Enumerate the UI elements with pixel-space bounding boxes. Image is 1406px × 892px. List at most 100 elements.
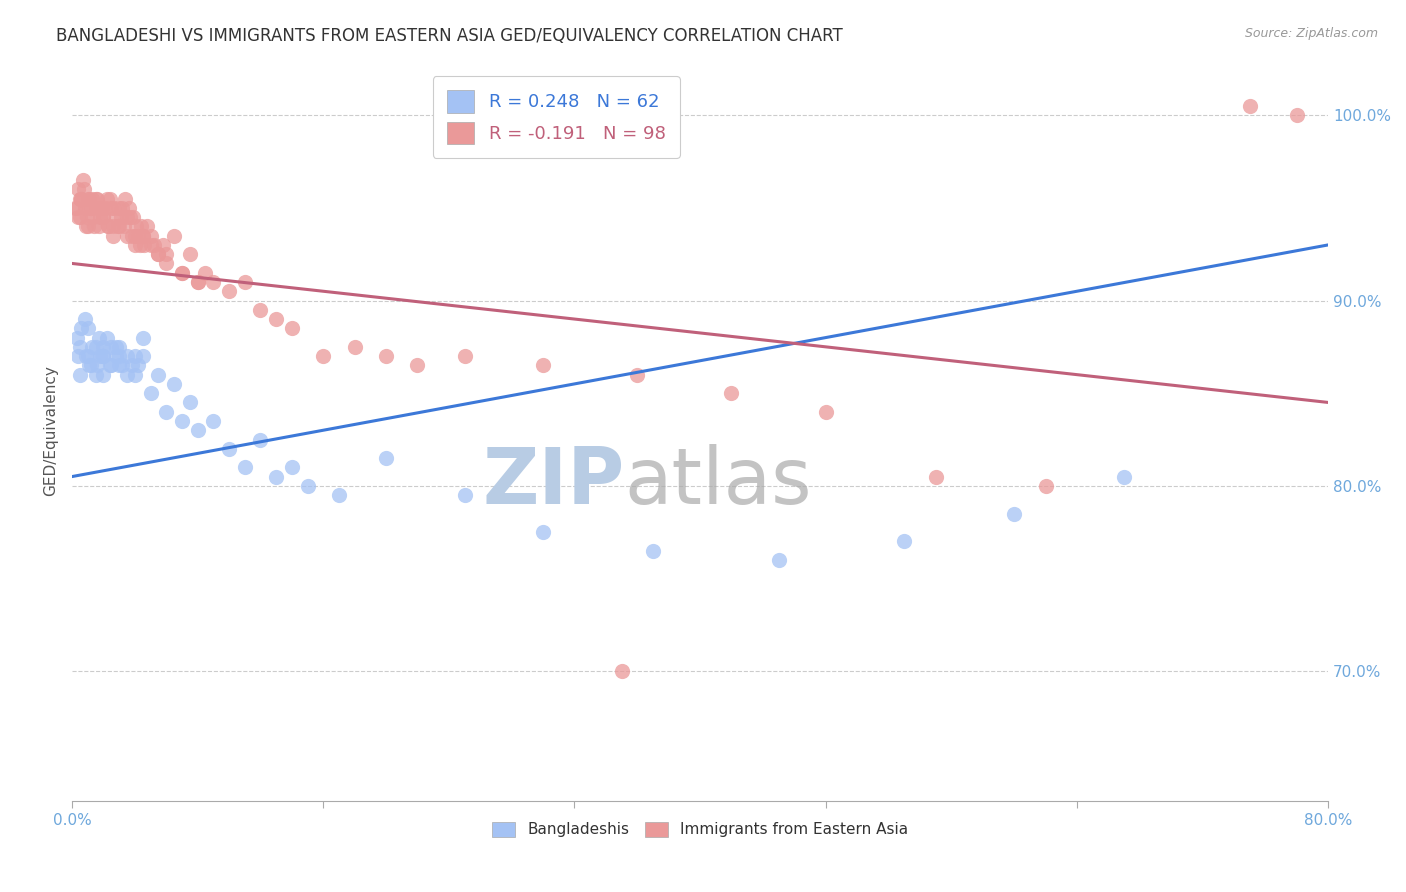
Text: BANGLADESHI VS IMMIGRANTS FROM EASTERN ASIA GED/EQUIVALENCY CORRELATION CHART: BANGLADESHI VS IMMIGRANTS FROM EASTERN A… [56, 27, 844, 45]
Point [139, 386, 162, 401]
Point [1002, 507, 1025, 521]
Point [121, 228, 143, 243]
Point [233, 275, 256, 289]
Point [80, 359, 103, 373]
Point [104, 340, 127, 354]
Point [187, 275, 209, 289]
Point [281, 321, 304, 335]
Point [104, 349, 127, 363]
Point [115, 368, 138, 382]
Point [249, 302, 271, 317]
Point [131, 330, 153, 344]
Point [96, 330, 118, 344]
Point [76, 321, 98, 335]
Point [66, 210, 89, 224]
Point [73, 312, 96, 326]
Point [720, 386, 742, 401]
Point [111, 201, 134, 215]
Point [187, 423, 209, 437]
Point [82, 340, 104, 354]
Point [453, 349, 475, 363]
Point [124, 349, 146, 363]
Point [768, 553, 790, 567]
Point [139, 228, 162, 243]
Point [93, 210, 115, 224]
Point [108, 359, 131, 373]
Point [73, 201, 96, 215]
Point [69, 340, 91, 354]
Point [120, 210, 142, 224]
Point [93, 340, 115, 354]
Point [100, 359, 122, 373]
Point [108, 201, 131, 215]
Point [103, 201, 125, 215]
Point [76, 349, 98, 363]
Point [96, 192, 118, 206]
Point [179, 247, 201, 261]
Point [343, 340, 366, 354]
Point [70, 192, 93, 206]
Point [117, 201, 139, 215]
Point [89, 210, 111, 224]
Point [110, 210, 132, 224]
Point [84, 201, 107, 215]
Point [84, 368, 107, 382]
Point [89, 349, 111, 363]
Point [129, 219, 152, 234]
Text: Source: ZipAtlas.com: Source: ZipAtlas.com [1244, 27, 1378, 40]
Point [124, 228, 146, 243]
Text: atlas: atlas [624, 444, 813, 520]
Point [148, 247, 170, 261]
Point [98, 359, 121, 373]
Point [86, 192, 108, 206]
Point [131, 349, 153, 363]
Point [218, 285, 240, 299]
Point [73, 182, 96, 196]
Point [152, 238, 174, 252]
Point [77, 192, 100, 206]
Point [115, 228, 138, 243]
Point [1239, 99, 1261, 113]
Point [148, 247, 170, 261]
Point [1285, 108, 1308, 122]
Point [187, 275, 209, 289]
Point [406, 359, 429, 373]
Point [202, 414, 225, 428]
Point [134, 238, 156, 252]
Point [202, 275, 225, 289]
Point [531, 359, 554, 373]
Point [148, 368, 170, 382]
Point [67, 349, 90, 363]
Point [1035, 479, 1057, 493]
Point [72, 173, 94, 187]
Point [170, 266, 193, 280]
Point [264, 469, 287, 483]
Point [93, 349, 115, 363]
Point [93, 210, 115, 224]
Point [76, 219, 98, 234]
Legend: Bangladeshis, Immigrants from Eastern Asia: Bangladeshis, Immigrants from Eastern As… [485, 814, 915, 845]
Point [86, 192, 108, 206]
Point [233, 460, 256, 475]
Point [155, 247, 177, 261]
Point [101, 228, 124, 243]
Point [101, 219, 124, 234]
Point [249, 433, 271, 447]
Point [179, 395, 201, 409]
Point [108, 219, 131, 234]
Point [93, 368, 115, 382]
Point [107, 219, 129, 234]
Point [124, 368, 146, 382]
Point [142, 238, 165, 252]
Point [155, 405, 177, 419]
Point [114, 192, 136, 206]
Point [264, 312, 287, 326]
Point [924, 469, 946, 483]
Point [98, 192, 121, 206]
Point [122, 210, 145, 224]
Point [82, 210, 104, 224]
Point [82, 192, 104, 206]
Point [312, 349, 335, 363]
Point [531, 525, 554, 540]
Point [375, 450, 398, 465]
